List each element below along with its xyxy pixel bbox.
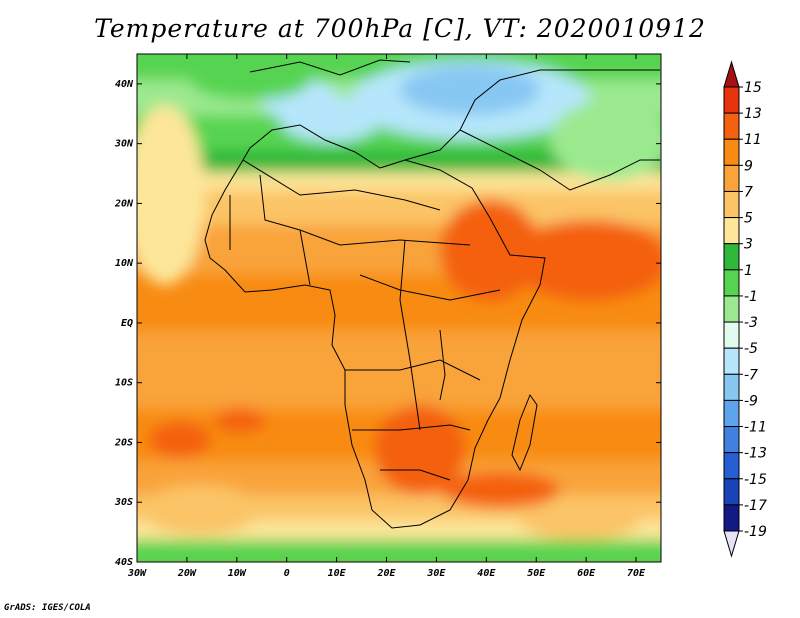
- colorbar-box: [723, 347, 740, 375]
- lat-tick-label: EQ: [121, 318, 133, 329]
- map-title: Temperature at 700hPa [C], VT: 202001091…: [94, 14, 706, 43]
- colorbar-box: [723, 373, 740, 401]
- colorbar-box: [723, 217, 740, 245]
- colorbar-label: 5: [744, 211, 753, 227]
- colorbar-label: -9: [744, 393, 758, 409]
- lat-tick-label: 40S: [115, 557, 133, 568]
- lon-tick-label: 60E: [577, 568, 596, 579]
- colorbar-label: 15: [744, 80, 762, 96]
- colorbar-label: -3: [744, 315, 758, 331]
- lon-tick-label: 30W: [127, 568, 147, 579]
- colorbar-box: [723, 399, 740, 428]
- lat-tick-label: 40N: [115, 79, 134, 90]
- colorbar-box: [723, 190, 740, 219]
- colorbar: 15 13 11 9 7 5 3 1 -1 -3 -5 -7 -9 -11 -13 -15 -17 -19: [723, 60, 767, 558]
- map-frame: [136, 53, 662, 563]
- colorbar-box: [723, 269, 740, 297]
- colorbar-box: [723, 164, 740, 192]
- colorbar-box: [723, 321, 740, 349]
- lon-tick-label: 40E: [477, 568, 496, 579]
- colorbar-box: [723, 426, 740, 454]
- lat-tick-label: 30S: [114, 497, 133, 508]
- lon-tick-label: 0: [284, 568, 290, 579]
- colorbar-box: [723, 112, 740, 140]
- colorbar-box: [723, 478, 740, 506]
- colorbar-box: [723, 295, 740, 323]
- lat-tick-label: 10S: [115, 378, 133, 389]
- colorbar-box: [723, 86, 740, 114]
- axis-ticks: 30W 20W 10W 0 10E 20E 30E 40E 50E 60E 70E 40N 30N 20N…: [114, 54, 661, 579]
- lat-tick-label: 10N: [115, 258, 134, 269]
- colorbar-label: 3: [744, 237, 753, 253]
- colorbar-box: [723, 504, 740, 532]
- colorbar-top-arrow: [723, 60, 740, 88]
- colorbar-label: -11: [744, 420, 767, 436]
- colorbar-label: -1: [744, 289, 758, 305]
- colorbar-label: 13: [744, 106, 762, 122]
- colorbar-box: [723, 138, 740, 166]
- lat-tick-label: 20N: [114, 198, 134, 209]
- lon-tick-label: 10E: [328, 568, 347, 579]
- colorbar-label: -13: [744, 446, 767, 462]
- lat-tick-label: 20S: [114, 437, 133, 448]
- lon-tick-label: 20W: [177, 568, 197, 579]
- colorbar-label: -19: [744, 524, 767, 540]
- credit-label: GrADS: IGES/COLA: [4, 603, 91, 613]
- lon-tick-label: 50E: [527, 568, 546, 579]
- colorbar-label: 7: [744, 184, 753, 200]
- colorbar-label: 1: [744, 263, 753, 279]
- colorbar-label: 11: [744, 132, 762, 148]
- colorbar-box: [723, 243, 740, 271]
- lon-tick-label: 30E: [426, 568, 446, 579]
- lon-tick-label: 70E: [627, 568, 646, 579]
- colorbar-label: -15: [744, 472, 767, 488]
- colorbar-label: -7: [744, 367, 758, 383]
- coastlines: [204, 59, 660, 529]
- colorbar-label: -17: [744, 498, 767, 514]
- temperature-field: [137, 54, 661, 562]
- colorbar-label: -5: [744, 341, 758, 357]
- colorbar-box: [723, 452, 740, 480]
- lon-tick-label: 10W: [228, 568, 247, 579]
- colorbar-bottom-arrow: [723, 530, 740, 558]
- colorbar-label: 9: [744, 158, 753, 174]
- lon-tick-label: 20E: [376, 568, 396, 579]
- lat-tick-label: 30N: [114, 139, 134, 150]
